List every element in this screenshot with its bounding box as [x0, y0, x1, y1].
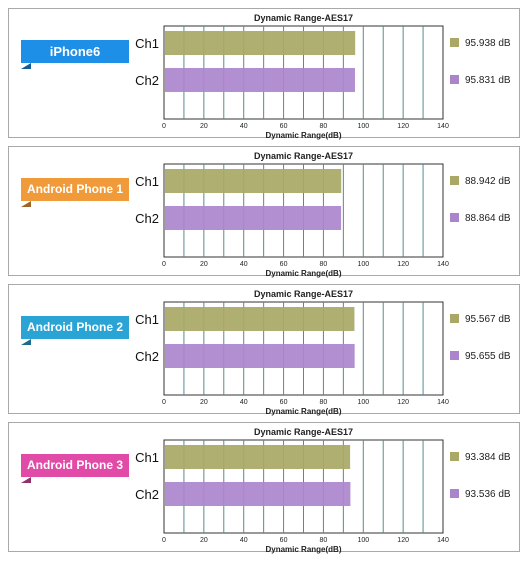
x-axis-label: Dynamic Range(dB) [265, 131, 341, 140]
tick-label: 0 [162, 537, 166, 544]
x-axis-label: Dynamic Range(dB) [265, 407, 341, 416]
device-tag-fold [21, 201, 31, 207]
tick-label: 40 [240, 537, 248, 544]
tick-label: 0 [162, 261, 166, 268]
tick-label: 100 [357, 399, 369, 406]
tick-label: 60 [280, 537, 288, 544]
bar-chart: Dynamic Range-AES17 Ch1 95.567 dB Ch2 95.655… [135, 289, 511, 416]
device-tag: iPhone6 [21, 40, 129, 63]
tick-label: 40 [240, 123, 248, 130]
bar-ch2 [165, 68, 355, 92]
legend-swatch [450, 489, 459, 498]
category-label: Ch2 [135, 349, 159, 364]
chart-panel: Dynamic Range-AES17 Ch1 88.942 dB Ch2 88.864… [8, 146, 520, 278]
device-tag: Android Phone 1 [21, 178, 129, 201]
bar-chart: Dynamic Range-AES17 Ch1 88.942 dB Ch2 88.864… [135, 151, 511, 278]
value-label: 93.536 dB [465, 489, 511, 500]
tick-label: 40 [240, 261, 248, 268]
tick-label: 100 [357, 123, 369, 130]
chart-panel: Dynamic Range-AES17 Ch1 95.938 dB Ch2 95.831… [8, 8, 520, 140]
tick-label: 80 [320, 123, 328, 130]
bar-ch2 [165, 482, 351, 506]
tick-label: 20 [200, 123, 208, 130]
tick-label: 40 [240, 399, 248, 406]
x-axis-label: Dynamic Range(dB) [265, 269, 341, 278]
tick-label: 0 [162, 123, 166, 130]
tick-label: 120 [397, 537, 409, 544]
tick-label: 140 [437, 123, 449, 130]
legend-swatch [450, 75, 459, 84]
bar-ch1 [165, 307, 355, 331]
tick-label: 80 [320, 399, 328, 406]
legend-swatch [450, 314, 459, 323]
tick-label: 140 [437, 261, 449, 268]
tick-label: 100 [357, 537, 369, 544]
category-label: Ch2 [135, 211, 159, 226]
bar-ch2 [165, 206, 342, 230]
chart-title: Dynamic Range-AES17 [254, 151, 353, 161]
bar-ch1 [165, 169, 342, 193]
bar-ch1 [165, 445, 351, 469]
tick-label: 120 [397, 261, 409, 268]
chart-title: Dynamic Range-AES17 [254, 427, 353, 437]
chart-title: Dynamic Range-AES17 [254, 289, 353, 299]
value-label: 95.938 dB [465, 38, 511, 49]
device-tag-fold [21, 63, 31, 69]
value-label: 88.942 dB [465, 176, 511, 187]
tick-label: 20 [200, 261, 208, 268]
tick-label: 100 [357, 261, 369, 268]
legend-swatch [450, 176, 459, 185]
value-label: 88.864 dB [465, 213, 511, 224]
legend-swatch [450, 213, 459, 222]
tick-label: 60 [280, 261, 288, 268]
category-label: Ch1 [135, 312, 159, 327]
category-label: Ch1 [135, 174, 159, 189]
tick-label: 60 [280, 123, 288, 130]
tick-label: 120 [397, 123, 409, 130]
bar-chart: Dynamic Range-AES17 Ch1 95.938 dB Ch2 95.831… [135, 13, 511, 140]
tick-label: 80 [320, 261, 328, 268]
legend-swatch [450, 38, 459, 47]
tick-label: 60 [280, 399, 288, 406]
category-label: Ch1 [135, 36, 159, 51]
category-label: Ch2 [135, 487, 159, 502]
bar-chart: Dynamic Range-AES17 Ch1 93.384 dB Ch2 93.536… [135, 427, 511, 554]
device-tag: Android Phone 2 [21, 316, 129, 339]
category-label: Ch1 [135, 450, 159, 465]
tick-label: 80 [320, 537, 328, 544]
tick-label: 120 [397, 399, 409, 406]
legend-swatch [450, 351, 459, 360]
tick-label: 140 [437, 399, 449, 406]
device-tag: Android Phone 3 [21, 454, 129, 477]
bar-ch1 [165, 31, 356, 55]
value-label: 93.384 dB [465, 452, 511, 463]
tick-label: 20 [200, 399, 208, 406]
legend-swatch [450, 452, 459, 461]
value-label: 95.567 dB [465, 314, 511, 325]
category-label: Ch2 [135, 73, 159, 88]
device-tag-fold [21, 339, 31, 345]
x-axis-label: Dynamic Range(dB) [265, 545, 341, 554]
chart-panel: Dynamic Range-AES17 Ch1 95.567 dB Ch2 95.655… [8, 284, 520, 416]
value-label: 95.655 dB [465, 351, 511, 362]
chart-title: Dynamic Range-AES17 [254, 13, 353, 23]
bar-ch2 [165, 344, 355, 368]
value-label: 95.831 dB [465, 75, 511, 86]
tick-label: 0 [162, 399, 166, 406]
chart-panel: Dynamic Range-AES17 Ch1 93.384 dB Ch2 93.536… [8, 422, 520, 554]
tick-label: 20 [200, 537, 208, 544]
device-tag-fold [21, 477, 31, 483]
tick-label: 140 [437, 537, 449, 544]
